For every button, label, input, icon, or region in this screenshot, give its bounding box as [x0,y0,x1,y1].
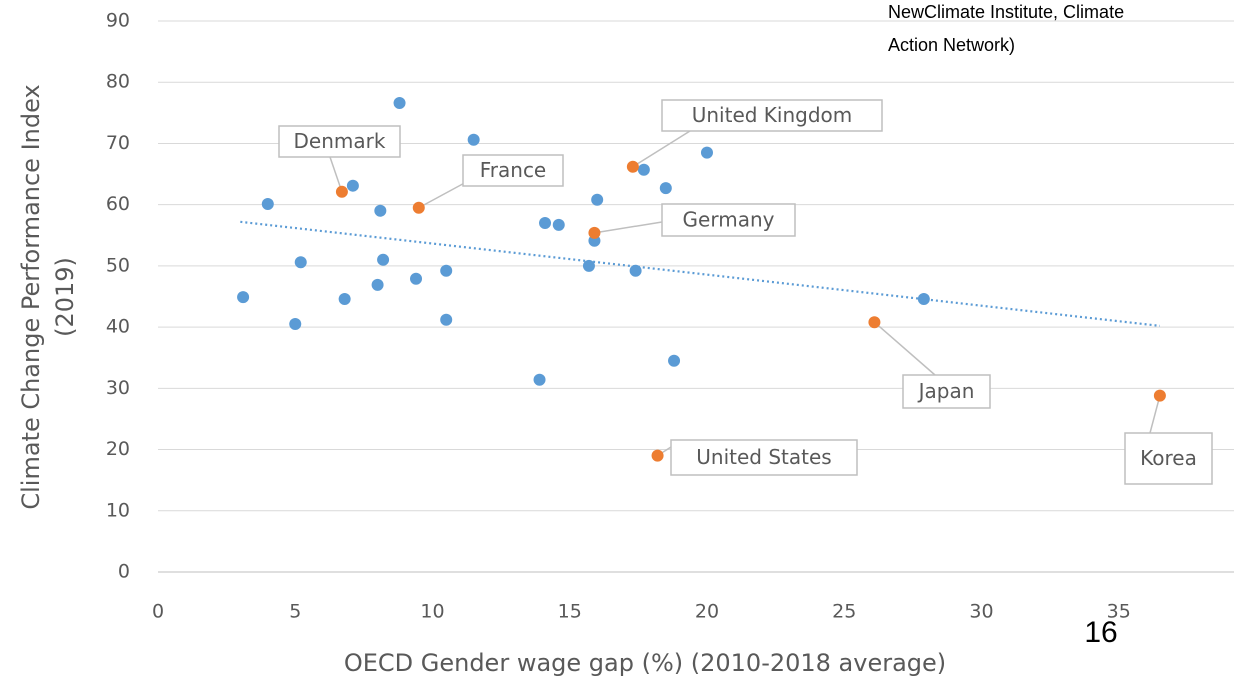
point-label: France [480,158,547,182]
point [917,292,930,305]
x-tick-label: 35 [1107,601,1131,623]
point [588,226,601,239]
y-tick-label: 0 [118,561,130,583]
x-tick-label: 10 [420,601,444,623]
point [377,253,390,266]
y-tick-label: 40 [106,316,130,338]
point [289,318,302,331]
point [591,193,604,206]
point [294,256,307,269]
y-tick-label: 70 [106,132,130,154]
y-tick-label: 20 [106,438,130,460]
callout-line [329,156,343,193]
point-label: Germany [683,208,775,232]
callout-box [278,125,401,158]
y-tick-label: 60 [106,193,130,215]
callout-box [661,203,796,237]
point-label: United States [696,445,831,469]
point [700,146,713,159]
point [539,217,552,230]
point [552,218,565,231]
point [371,278,384,291]
page-number: 16 [1084,616,1117,649]
point [659,182,672,195]
point-label: Japan [917,379,975,403]
point [374,204,387,217]
y-tick-label: 30 [106,377,130,399]
x-tick-label: 0 [152,601,164,623]
x-tick-label: 30 [969,601,993,623]
point [335,185,348,198]
y-tick-label: 90 [106,10,130,32]
callout-line [1149,395,1161,434]
point [651,449,664,462]
callout-box [462,154,564,187]
x-tick-label: 25 [832,601,856,623]
point [412,201,425,214]
callout-line [873,321,936,376]
point [637,163,650,176]
point [868,316,881,329]
y-axis-label: Climate Change Performance Index [17,84,45,509]
point-label: Denmark [294,129,386,153]
callout-box [670,439,858,476]
point [533,373,546,386]
point [629,264,642,277]
callout-line [632,130,691,168]
x-tick-label: 5 [289,601,301,623]
x-axis-label: OECD Gender wage gap (%) (2010-2018 aver… [344,649,946,677]
point [346,179,359,192]
point [393,97,406,110]
point [338,292,351,305]
point [261,198,274,211]
callout-line [418,179,471,209]
y-tick-label: 10 [106,499,130,521]
point [440,264,453,277]
y-tick-label: 80 [106,71,130,93]
callout-box [661,99,883,132]
source-note: NewClimate Institute, Climate [888,2,1124,22]
callout-line [594,221,663,234]
point [410,272,423,285]
point [668,354,681,367]
y-tick-label: 50 [106,254,130,276]
callout-box [902,374,991,409]
point [440,313,453,326]
point-label: United Kingdom [692,103,853,127]
callout-box [1124,432,1213,485]
point [467,133,480,146]
x-tick-label: 15 [558,601,582,623]
point [582,259,595,272]
x-tick-label: 20 [695,601,719,623]
source-note: Action Network) [888,35,1015,55]
point [237,291,250,304]
trendline [240,220,1161,327]
point [626,160,639,173]
point-label: Korea [1140,446,1197,470]
point [1153,389,1166,402]
y-axis-label: (2019) [51,257,79,337]
